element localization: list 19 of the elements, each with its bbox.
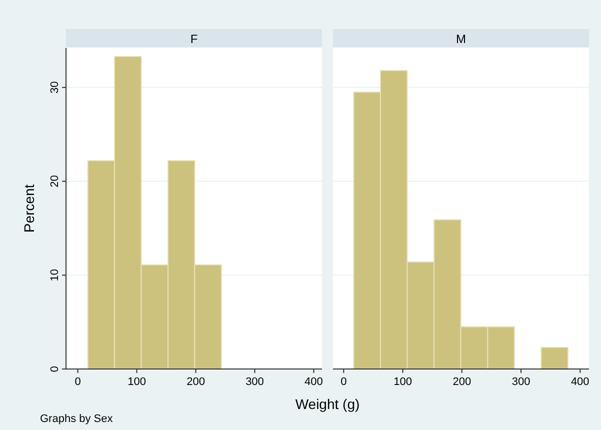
x-tick-label: 100: [128, 376, 146, 388]
x-tick-label: 100: [394, 376, 412, 388]
x-tick-label: 400: [570, 376, 590, 388]
x-tick-label: 300: [512, 376, 530, 388]
y-tick-label: 30: [49, 81, 61, 94]
text: Graphs by Sex: [40, 413, 114, 425]
x-tick-label: 400: [304, 376, 323, 388]
y-axis-title: Percent: [21, 184, 37, 233]
y-tick-label: 0: [49, 366, 61, 372]
x-tick-label: 0: [340, 376, 347, 388]
x-tick-label: 200: [452, 376, 472, 388]
y-tick-label: 20: [49, 175, 61, 188]
x-axis-title: Weight (g): [295, 396, 360, 412]
x-tick-label: 300: [246, 376, 264, 388]
y-tick-label: 10: [49, 269, 61, 282]
x-tick-label: 200: [186, 376, 205, 388]
chart-title: F: [190, 32, 198, 46]
chart-title: M: [456, 32, 466, 46]
x-tick-label: 0: [74, 376, 81, 388]
